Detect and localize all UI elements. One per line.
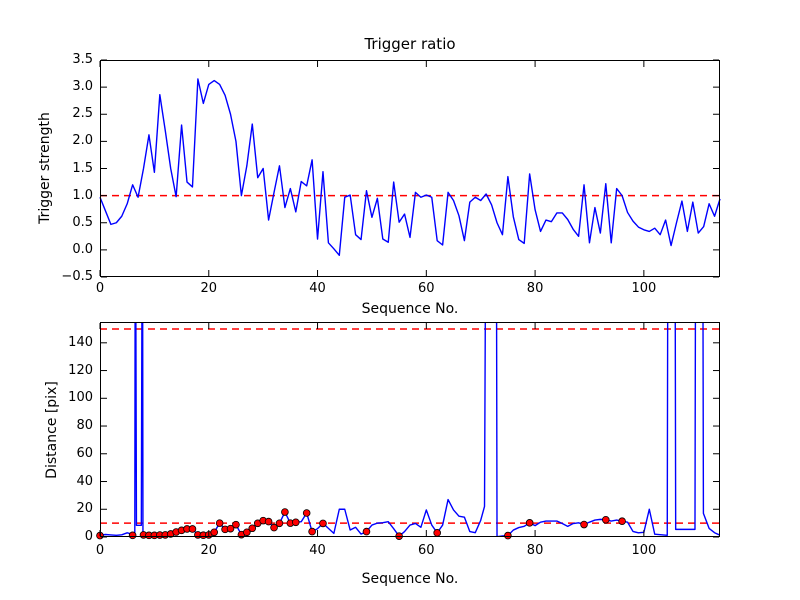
scatter-point: [248, 524, 257, 533]
x-tick-label: 60: [418, 543, 435, 558]
scatter-point: [308, 527, 316, 536]
top-plot-canvas: [99, 59, 721, 278]
scatter-point: [362, 527, 371, 536]
scatter-point: [281, 508, 289, 516]
scatter-point: [291, 518, 300, 527]
x-tick-label: 20: [200, 543, 218, 558]
y-tick-label: 0.5: [72, 214, 93, 230]
scatter-point: [210, 528, 219, 537]
x-tick-label: 80: [526, 281, 544, 296]
scatter-point: [264, 517, 273, 526]
y-tick-label: −0.5: [61, 269, 93, 284]
scatter-point: [601, 516, 610, 524]
top-y-axis-label: Trigger strength: [37, 112, 53, 224]
y-tick-label: 2.0: [72, 133, 93, 149]
scatter-point: [243, 528, 251, 537]
y-tick-label: 1.5: [72, 160, 93, 176]
scatter-point: [270, 523, 278, 532]
y-tick-label: 60: [76, 445, 93, 461]
x-tick-label: 40: [309, 543, 326, 558]
y-tick-label: 1.0: [72, 187, 93, 203]
trigger-strength-line: [99, 78, 721, 257]
x-tick-label: 0: [95, 543, 105, 558]
bottom-plot-canvas: [96, 322, 720, 540]
scatter-point: [302, 509, 311, 517]
x-tick-label: 100: [631, 281, 657, 296]
scatter-point: [215, 519, 224, 527]
scatter-point: [275, 519, 284, 528]
y-tick-label: 2.5: [72, 106, 93, 122]
scatter-point: [226, 524, 235, 533]
scatter-point: [433, 529, 441, 537]
scatter-point: [319, 519, 327, 528]
bottom-y-axis-label: Distance [pix]: [44, 381, 60, 479]
y-tick-label: 40: [76, 473, 93, 489]
x-tick-label: 100: [631, 543, 657, 558]
x-tick-label: 0: [95, 281, 105, 296]
y-tick-label: 3.0: [72, 79, 93, 95]
top-x-axis-label: Sequence No.: [361, 301, 459, 317]
y-tick-label: 100: [68, 390, 93, 406]
y-tick-label: 120: [68, 362, 93, 378]
bottom-x-axis-label: Sequence No.: [361, 571, 459, 587]
y-tick-label: 0: [84, 529, 93, 544]
x-tick-label: 40: [309, 281, 326, 296]
y-tick-label: 20: [76, 501, 93, 517]
scatter-point: [580, 520, 588, 529]
y-tick-label: 140: [68, 334, 93, 350]
scatter-point: [504, 531, 512, 540]
scatter-point: [188, 525, 197, 533]
scatter-point: [618, 517, 626, 525]
axes-frame: [100, 322, 720, 537]
y-tick-label: 80: [76, 418, 93, 434]
x-tick-label: 60: [418, 281, 435, 296]
scatter-point: [128, 531, 137, 540]
chart-title: Trigger ratio: [364, 35, 456, 53]
x-tick-label: 20: [200, 281, 218, 296]
y-tick-label: 3.5: [72, 52, 93, 67]
scatter-point: [525, 519, 534, 527]
y-tick-label: 0.0: [72, 241, 93, 257]
axes-frame: [100, 60, 720, 277]
scatter-point: [232, 520, 240, 529]
x-tick-label: 80: [526, 543, 544, 558]
